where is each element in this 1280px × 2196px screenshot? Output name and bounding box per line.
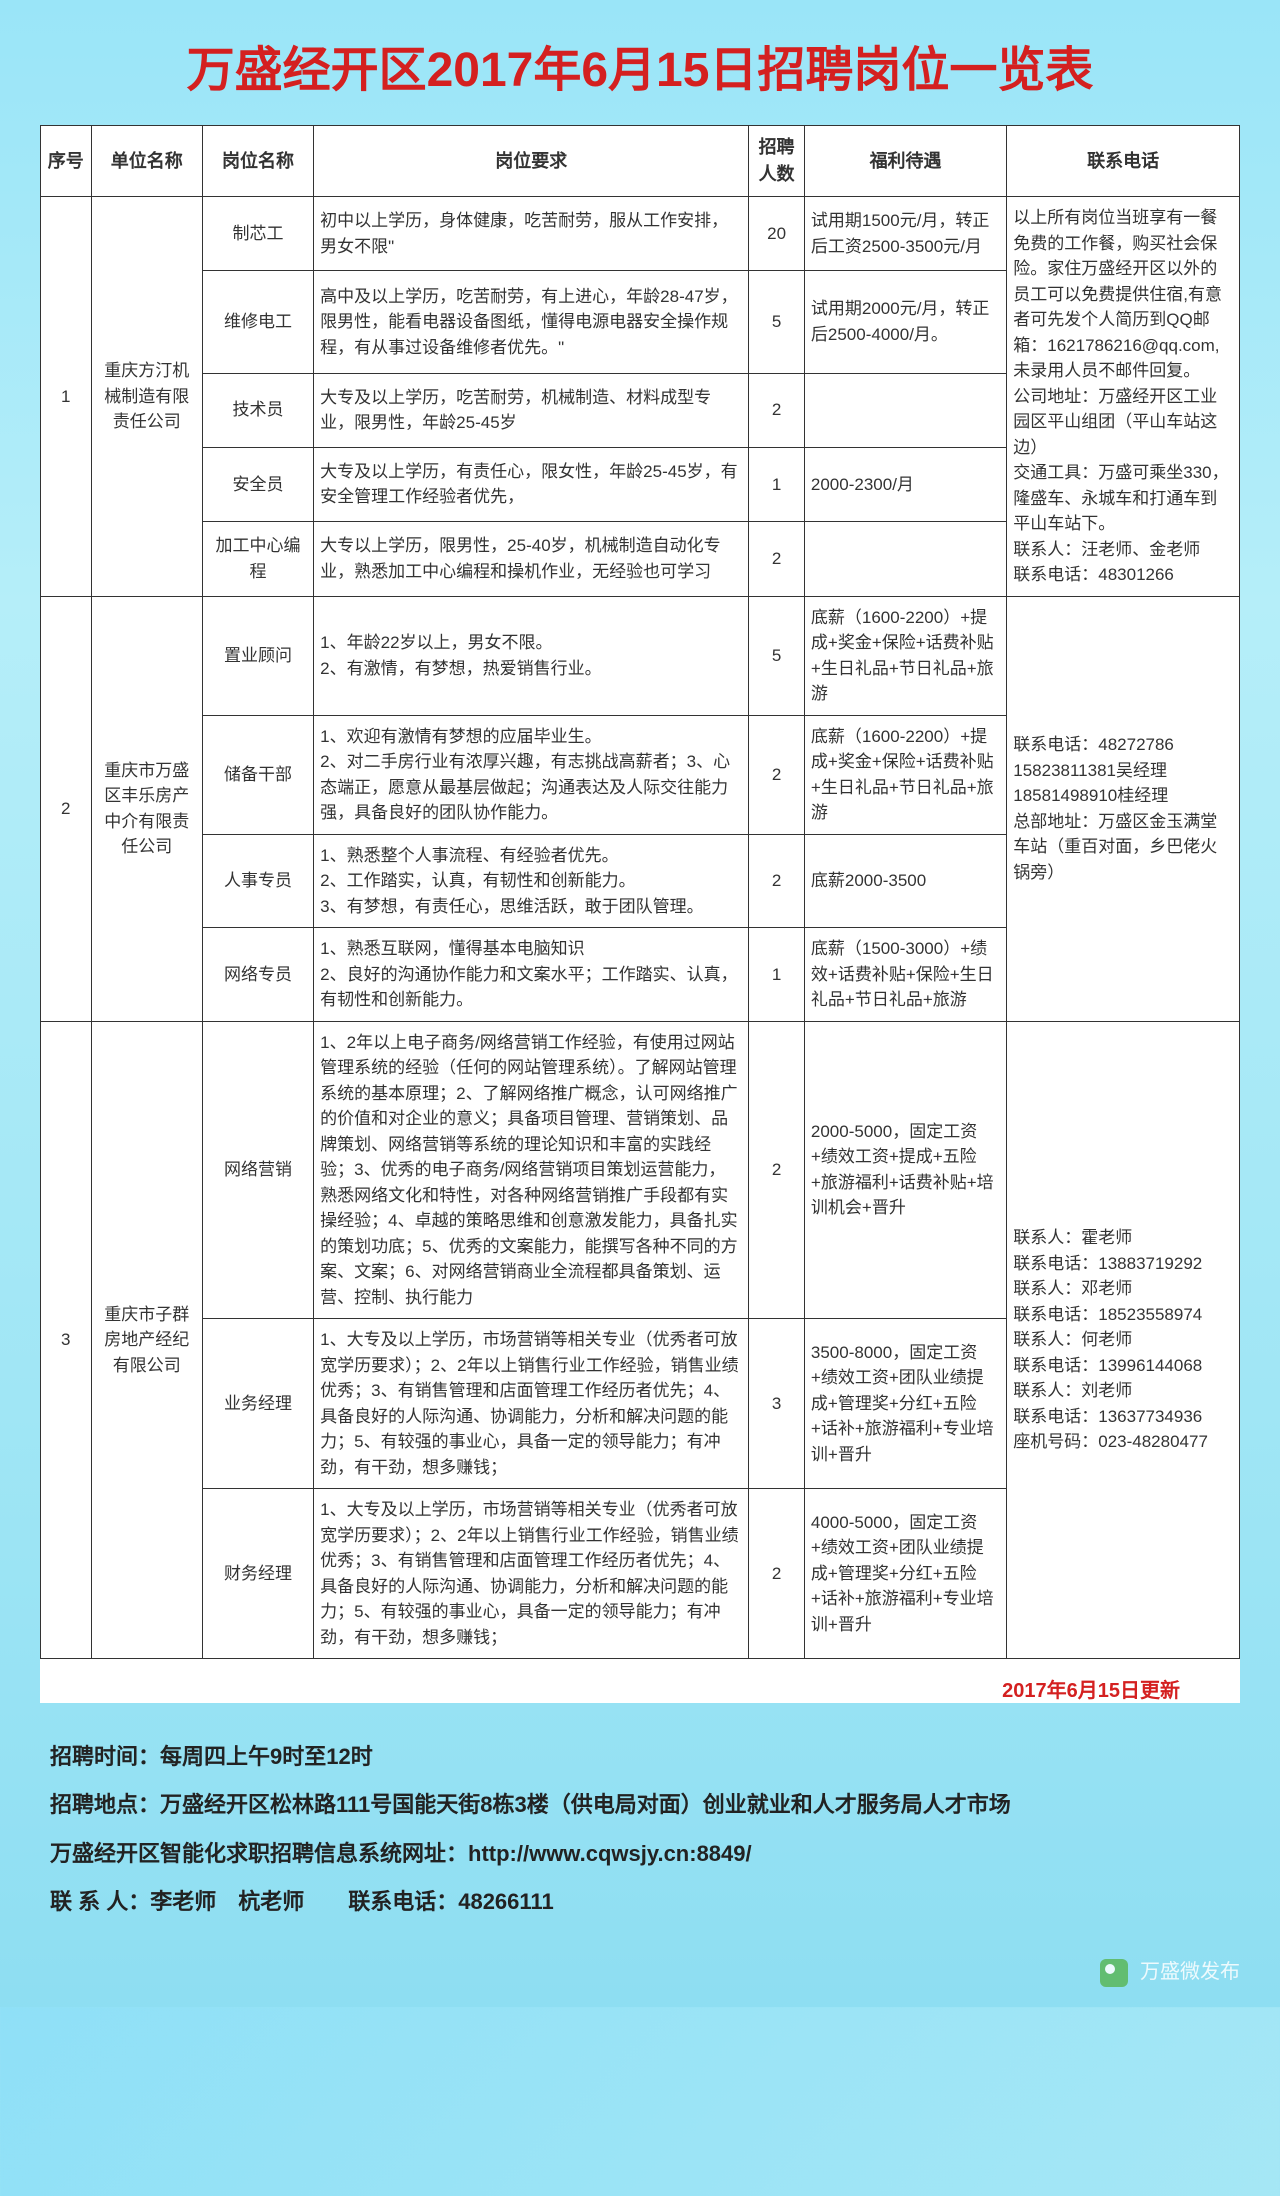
watermark: 万盛微发布 [1100, 1955, 1240, 1987]
watermark-text: 万盛微发布 [1140, 1961, 1240, 1983]
th-num: 序号 [41, 126, 92, 197]
footer-line-addr: 招聘地点：万盛经开区松林路111号国能天街8栋3楼（供电局对面）创业就业和人才服… [50, 1781, 1230, 1829]
cell-benefit [804, 522, 1006, 596]
th-count: 招聘人数 [749, 126, 805, 197]
cell-company: 重庆市子群房地产经纪有限公司 [91, 1021, 202, 1659]
table-body: 1重庆方汀机械制造有限责任公司制芯工初中以上学历，身体健康，吃苦耐劳，服从工作安… [41, 197, 1240, 1659]
table-row: 3重庆市子群房地产经纪有限公司网络营销1、2年以上电子商务/网络营销工作经验，有… [41, 1021, 1240, 1319]
cell-post: 安全员 [202, 447, 313, 521]
cell-benefit: 3500-8000，固定工资+绩效工资+团队业绩提成+管理奖+分红+五险+话补+… [804, 1319, 1006, 1489]
cell-company: 重庆方汀机械制造有限责任公司 [91, 197, 202, 597]
footer-line-contact: 联 系 人：李老师 杭老师 联系电话：48266111 [50, 1878, 1230, 1926]
cell-req: 1、熟悉整个人事流程、有经验者优先。 2、工作踏实，认真，有韧性和创新能力。 3… [314, 834, 749, 928]
table-row: 2重庆市万盛区丰乐房产中介有限责任公司置业顾问1、年龄22岁以上，男女不限。 2… [41, 596, 1240, 715]
cell-contact: 联系电话：48272786 15823811381吴经理 18581498910… [1007, 596, 1240, 1021]
th-benefit: 福利待遇 [804, 126, 1006, 197]
cell-post: 财务经理 [202, 1489, 313, 1659]
poster-container: 万盛经开区2017年6月15日招聘岗位一览表 序号 单位名称 岗位名称 岗位要求… [0, 0, 1280, 2007]
cell-req: 初中以上学历，身体健康，吃苦耐劳，服从工作安排，男女不限" [314, 197, 749, 271]
cell-contact: 以上所有岗位当班享有一餐免费的工作餐，购买社会保险。家住万盛经开区以外的员工可以… [1007, 197, 1240, 597]
cell-post: 置业顾问 [202, 596, 313, 715]
cell-req: 大专及以上学历，有责任心，限女性，年龄25-45岁，有安全管理工作经验者优先， [314, 447, 749, 521]
cell-post: 制芯工 [202, 197, 313, 271]
cell-count: 2 [749, 373, 805, 447]
cell-req: 大专以上学历，限男性，25-40岁，机械制造自动化专业，熟悉加工中心编程和操机作… [314, 522, 749, 596]
cell-benefit: 4000-5000，固定工资+绩效工资+团队业绩提成+管理奖+分红+五险+话补+… [804, 1489, 1006, 1659]
cell-count: 5 [749, 596, 805, 715]
cell-post: 业务经理 [202, 1319, 313, 1489]
cell-count: 1 [749, 447, 805, 521]
cell-post: 技术员 [202, 373, 313, 447]
cell-benefit: 底薪（1500-3000）+绩效+话费补贴+保险+生日礼品+节日礼品+旅游 [804, 928, 1006, 1022]
cell-req: 1、大专及以上学历，市场营销等相关专业（优秀者可放宽学历要求）；2、2年以上销售… [314, 1489, 749, 1659]
cell-count: 2 [749, 834, 805, 928]
page-title: 万盛经开区2017年6月15日招聘岗位一览表 [40, 30, 1240, 100]
cell-req: 1、熟悉互联网，懂得基本电脑知识 2、良好的沟通协作能力和文案水平；工作踏实、认… [314, 928, 749, 1022]
cell-company: 重庆市万盛区丰乐房产中介有限责任公司 [91, 596, 202, 1021]
table-wrap: 序号 单位名称 岗位名称 岗位要求 招聘人数 福利待遇 联系电话 1重庆方汀机械… [40, 125, 1240, 1703]
cell-benefit [804, 373, 1006, 447]
th-post: 岗位名称 [202, 126, 313, 197]
cell-count: 20 [749, 197, 805, 271]
table-header-row: 序号 单位名称 岗位名称 岗位要求 招聘人数 福利待遇 联系电话 [41, 126, 1240, 197]
cell-count: 2 [749, 715, 805, 834]
cell-benefit: 2000-2300/月 [804, 447, 1006, 521]
cell-contact: 联系人：霍老师 联系电话：13883719292 联系人：邓老师 联系电话：18… [1007, 1021, 1240, 1659]
cell-benefit: 2000-5000，固定工资+绩效工资+提成+五险+旅游福利+话费补贴+培训机会… [804, 1021, 1006, 1319]
cell-req: 1、欢迎有激情有梦想的应届毕业生。 2、对二手房行业有浓厚兴趣，有志挑战高薪者；… [314, 715, 749, 834]
footer-block: 招聘时间：每周四上午9时至12时 招聘地点：万盛经开区松林路111号国能天街8栋… [40, 1733, 1240, 1927]
cell-req: 高中及以上学历，吃苦耐劳，有上进心，年龄28-47岁，限男性，能看电器设备图纸，… [314, 271, 749, 373]
cell-num: 2 [41, 596, 92, 1021]
cell-benefit: 底薪（1600-2200）+提成+奖金+保险+话费补贴+生日礼品+节日礼品+旅游 [804, 596, 1006, 715]
th-contact: 联系电话 [1007, 126, 1240, 197]
cell-req: 1、2年以上电子商务/网络营销工作经验，有使用过网站管理系统的经验（任何的网站管… [314, 1021, 749, 1319]
cell-benefit: 试用期1500元/月，转正后工资2500-3500元/月 [804, 197, 1006, 271]
cell-count: 2 [749, 522, 805, 596]
footer-line-time: 招聘时间：每周四上午9时至12时 [50, 1733, 1230, 1781]
cell-post: 维修电工 [202, 271, 313, 373]
cell-benefit: 试用期2000元/月，转正后2500-4000/月。 [804, 271, 1006, 373]
cell-count: 2 [749, 1021, 805, 1319]
cell-num: 3 [41, 1021, 92, 1659]
cell-count: 2 [749, 1489, 805, 1659]
footer-line-url: 万盛经开区智能化求职招聘信息系统网址：http://www.cqwsjy.cn:… [50, 1830, 1230, 1878]
cell-count: 5 [749, 271, 805, 373]
cell-count: 3 [749, 1319, 805, 1489]
cell-req: 大专及以上学历，吃苦耐劳，机械制造、材料成型专业，限男性，年龄25-45岁 [314, 373, 749, 447]
cell-post: 网络营销 [202, 1021, 313, 1319]
cell-benefit: 底薪2000-3500 [804, 834, 1006, 928]
cell-req: 1、大专及以上学历，市场营销等相关专业（优秀者可放宽学历要求）；2、2年以上销售… [314, 1319, 749, 1489]
cell-req: 1、年龄22岁以上，男女不限。 2、有激情，有梦想，热爱销售行业。 [314, 596, 749, 715]
th-req: 岗位要求 [314, 126, 749, 197]
job-table: 序号 单位名称 岗位名称 岗位要求 招聘人数 福利待遇 联系电话 1重庆方汀机械… [40, 125, 1240, 1659]
cell-post: 加工中心编程 [202, 522, 313, 596]
table-row: 1重庆方汀机械制造有限责任公司制芯工初中以上学历，身体健康，吃苦耐劳，服从工作安… [41, 197, 1240, 271]
cell-num: 1 [41, 197, 92, 597]
cell-post: 储备干部 [202, 715, 313, 834]
th-company: 单位名称 [91, 126, 202, 197]
cell-post: 人事专员 [202, 834, 313, 928]
wechat-icon [1100, 1959, 1128, 1987]
cell-benefit: 底薪（1600-2200）+提成+奖金+保险+话费补贴+生日礼品+节日礼品+旅游 [804, 715, 1006, 834]
cell-count: 1 [749, 928, 805, 1022]
update-note: 2017年6月15日更新 [40, 1659, 1240, 1703]
cell-post: 网络专员 [202, 928, 313, 1022]
